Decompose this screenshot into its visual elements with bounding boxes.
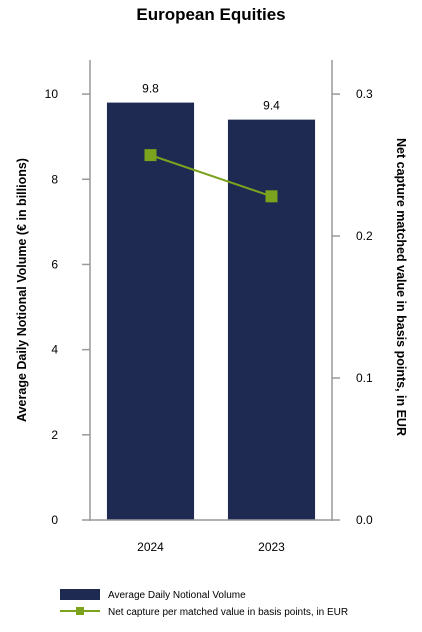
right-tick-label: 0.0 bbox=[356, 513, 373, 527]
right-tick-label: 0.1 bbox=[356, 371, 373, 385]
net-capture-point-2024 bbox=[144, 149, 157, 162]
x-tick-label-2024: 2024 bbox=[137, 540, 164, 554]
right-ticks-layer: 0.0 0.1 0.2 0.3 bbox=[332, 87, 373, 527]
x-tick-label-2023: 2023 bbox=[258, 540, 285, 554]
right-tick-label: 0.3 bbox=[356, 87, 373, 101]
y-axis-label-right: Net capture matched value in basis point… bbox=[394, 138, 408, 436]
data-labels-layer: 9.8 9.4 bbox=[142, 82, 280, 113]
net-capture-point-2023 bbox=[265, 190, 278, 203]
right-tick-label: 0.2 bbox=[356, 229, 373, 243]
left-tick-label: 6 bbox=[51, 257, 58, 271]
left-tick-label: 0 bbox=[51, 513, 58, 527]
line-layer bbox=[144, 149, 278, 203]
legend-label-line: Net capture per matched value in basis p… bbox=[108, 607, 348, 618]
y-axis-label-left: Average Daily Notional Volume (€ in bill… bbox=[15, 158, 29, 422]
bar-2023 bbox=[227, 119, 316, 520]
bar-2024 bbox=[106, 102, 195, 520]
left-tick-label: 4 bbox=[51, 343, 58, 357]
legend-label-bar: Average Daily Notional Volume bbox=[108, 590, 246, 601]
left-tick-label: 10 bbox=[45, 87, 59, 101]
chart-title: European Equities bbox=[136, 5, 285, 24]
net-capture-line bbox=[150, 154, 272, 198]
left-tick-label: 2 bbox=[51, 428, 58, 442]
legend-swatch-bar bbox=[60, 589, 100, 600]
legend-swatch-marker bbox=[76, 607, 84, 615]
left-ticks-layer: 0 2 4 6 8 10 bbox=[45, 87, 90, 527]
left-tick-label: 8 bbox=[51, 172, 58, 186]
legend: Average Daily Notional Volume Net captur… bbox=[60, 589, 348, 618]
x-ticks-layer: 2024 2023 bbox=[137, 540, 285, 554]
bars-layer bbox=[106, 102, 316, 520]
bar-value-label-2024: 9.8 bbox=[142, 82, 159, 96]
bar-value-label-2023: 9.4 bbox=[263, 99, 280, 113]
